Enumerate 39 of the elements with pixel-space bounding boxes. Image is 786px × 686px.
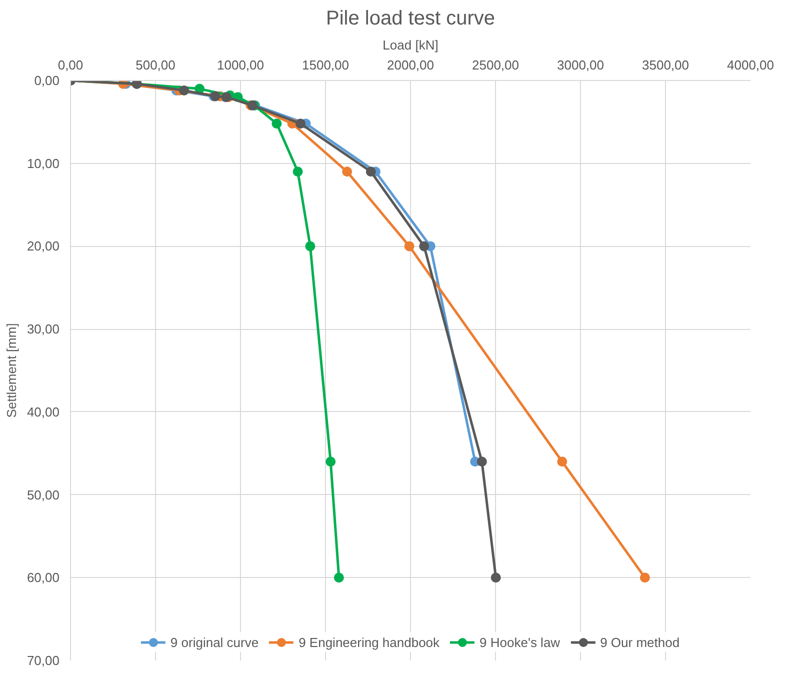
- legend-label: 9 Engineering handbook: [298, 634, 440, 650]
- point: [342, 166, 352, 177]
- x-tick-label: 2000,00: [387, 58, 434, 72]
- x-tick-label: 1500,00: [302, 58, 350, 72]
- point: [404, 241, 414, 252]
- point: [476, 456, 487, 467]
- point: [326, 456, 336, 467]
- point: [490, 572, 501, 583]
- x-tick-label: 0,00: [58, 58, 84, 72]
- y-tick-label: 30,00: [26, 322, 60, 337]
- point: [272, 118, 282, 129]
- point: [292, 166, 303, 177]
- point: [557, 456, 568, 467]
- point: [179, 85, 190, 96]
- legend-label: 9 Hooke's law: [480, 634, 560, 650]
- point: [640, 572, 650, 583]
- x-tick-label: 1000,00: [217, 58, 264, 72]
- legend-label: 9 original curve: [170, 634, 259, 650]
- y-tick-label: 0,00: [34, 73, 60, 88]
- y-axis-title: Settlement [mm]: [4, 323, 19, 418]
- y-tick-label: 10,00: [26, 156, 60, 171]
- y-tick-label: 50,00: [26, 487, 60, 502]
- x-tick-label: 2500,00: [472, 58, 520, 72]
- chart-title: Pile load test curve: [326, 8, 495, 30]
- point: [366, 166, 376, 177]
- point: [334, 572, 344, 583]
- point: [305, 241, 316, 252]
- x-tick-label: 3500,00: [642, 58, 690, 72]
- y-tick-label: 20,00: [26, 238, 60, 254]
- y-tick-label: 70,00: [26, 653, 60, 668]
- x-tick-label: 500,00: [136, 58, 176, 72]
- y-tick-label: 40,00: [26, 404, 60, 420]
- x-axis-title: Load [kN]: [382, 38, 438, 52]
- point: [419, 241, 430, 252]
- x-tick-label: 3000,00: [557, 58, 604, 72]
- legend-label: 9 Our method: [600, 634, 680, 650]
- point: [296, 118, 306, 129]
- x-tick-label: 4000,00: [727, 58, 774, 72]
- y-tick-label: 60,00: [26, 570, 60, 586]
